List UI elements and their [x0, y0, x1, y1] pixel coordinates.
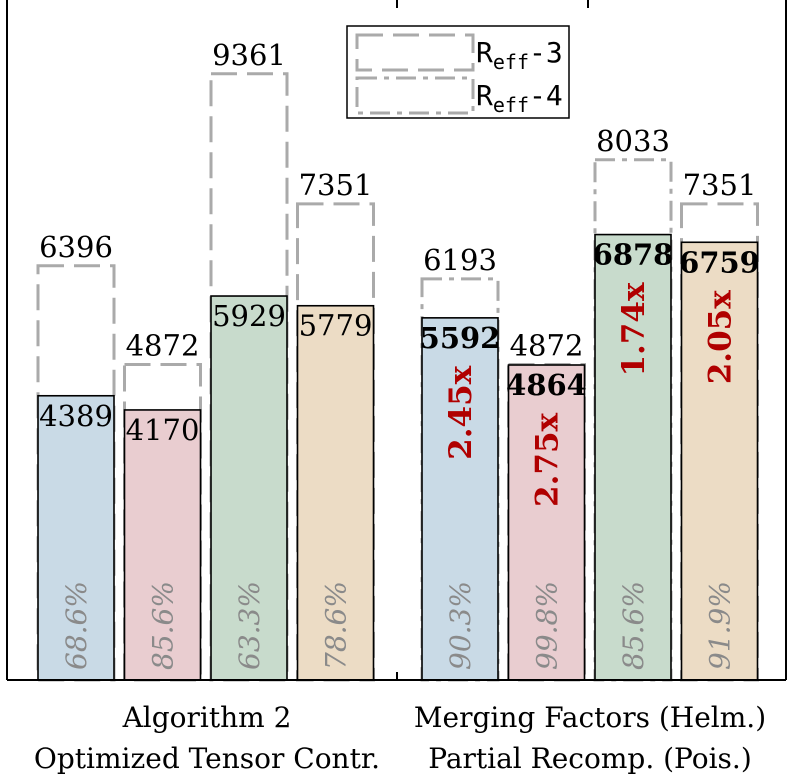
bars-layer: 6396 4389 68.6% 4872 4170 85.6% 9361 5929 63.3% 7… [36, 38, 760, 682]
ref-label-g1-b1: 6396 [39, 230, 113, 264]
legend-entry-1: Reff-3 [476, 36, 563, 74]
axes-frame [6, 0, 787, 681]
legend-entry-2: Reff-4 [476, 79, 563, 117]
speedup-label-g2-b2: 2.75x [530, 412, 566, 507]
value-label-g1-b4: 5779 [299, 309, 373, 343]
group-2-label-line-1: Merging Factors (Helm.) [414, 701, 766, 734]
speedup-label-g2-b4: 2.05x [703, 290, 739, 385]
percent-label-g1-b2: 85.6% [147, 581, 180, 670]
bar-g2-b1 [421, 317, 499, 681]
value-label-g1-b3: 5929 [212, 299, 286, 333]
bar-g1-b3 [210, 295, 288, 681]
speedup-label-g2-b1: 2.45x [443, 365, 479, 460]
ref-label-g2-b2: 4872 [510, 328, 584, 362]
speedup-label-g2-b3: 1.74x [616, 282, 652, 377]
ref-label-g1-b3: 9361 [212, 38, 286, 72]
bar-g2-b2 [507, 364, 586, 681]
bar-g1-b2 [123, 409, 202, 681]
legend-swatch-dashdot [355, 76, 475, 115]
percent-label-g2-b1: 90.3% [444, 581, 477, 670]
percent-label-g2-b2: 99.8% [531, 581, 564, 670]
value-label-g2-b4: 6759 [679, 245, 760, 279]
ref-label-g1-b2: 4872 [126, 328, 200, 362]
bar-g2-b3 [594, 233, 672, 681]
group-1-label-line-1: Algorithm 2 [122, 701, 292, 734]
value-label-g2-b2: 4864 [506, 368, 587, 402]
percent-label-g2-b3: 85.6% [617, 581, 650, 670]
ref-label-g1-b4: 7351 [299, 168, 373, 202]
ref-label-g2-b3: 8033 [596, 124, 670, 158]
value-label-g1-b2: 4170 [126, 413, 200, 447]
legend: Reff-3 Reff-4 [346, 25, 570, 119]
group-1-label-line-2: Optimized Tensor Contr. [34, 742, 380, 775]
percent-label-g1-b1: 68.6% [60, 581, 93, 670]
ref-label-g2-b4: 7351 [683, 168, 757, 202]
x-axis-labels: Algorithm 2 Optimized Tensor Contr. Merg… [34, 701, 766, 775]
bar-g1-b4 [296, 304, 375, 681]
bar-g2-b4 [680, 241, 759, 681]
value-label-g1-b1: 4389 [39, 399, 113, 433]
ref-label-g2-b1: 6193 [423, 243, 497, 277]
percent-label-g1-b4: 78.6% [320, 581, 353, 670]
percent-label-g1-b3: 63.3% [233, 581, 266, 670]
percent-label-g2-b4: 91.9% [704, 581, 737, 670]
value-label-g2-b1: 5592 [420, 321, 501, 355]
group-2-label-line-2: Partial Recomp. (Pois.) [428, 742, 752, 775]
value-label-g2-b3: 6878 [593, 238, 674, 272]
legend-swatch-dashed [355, 33, 475, 72]
